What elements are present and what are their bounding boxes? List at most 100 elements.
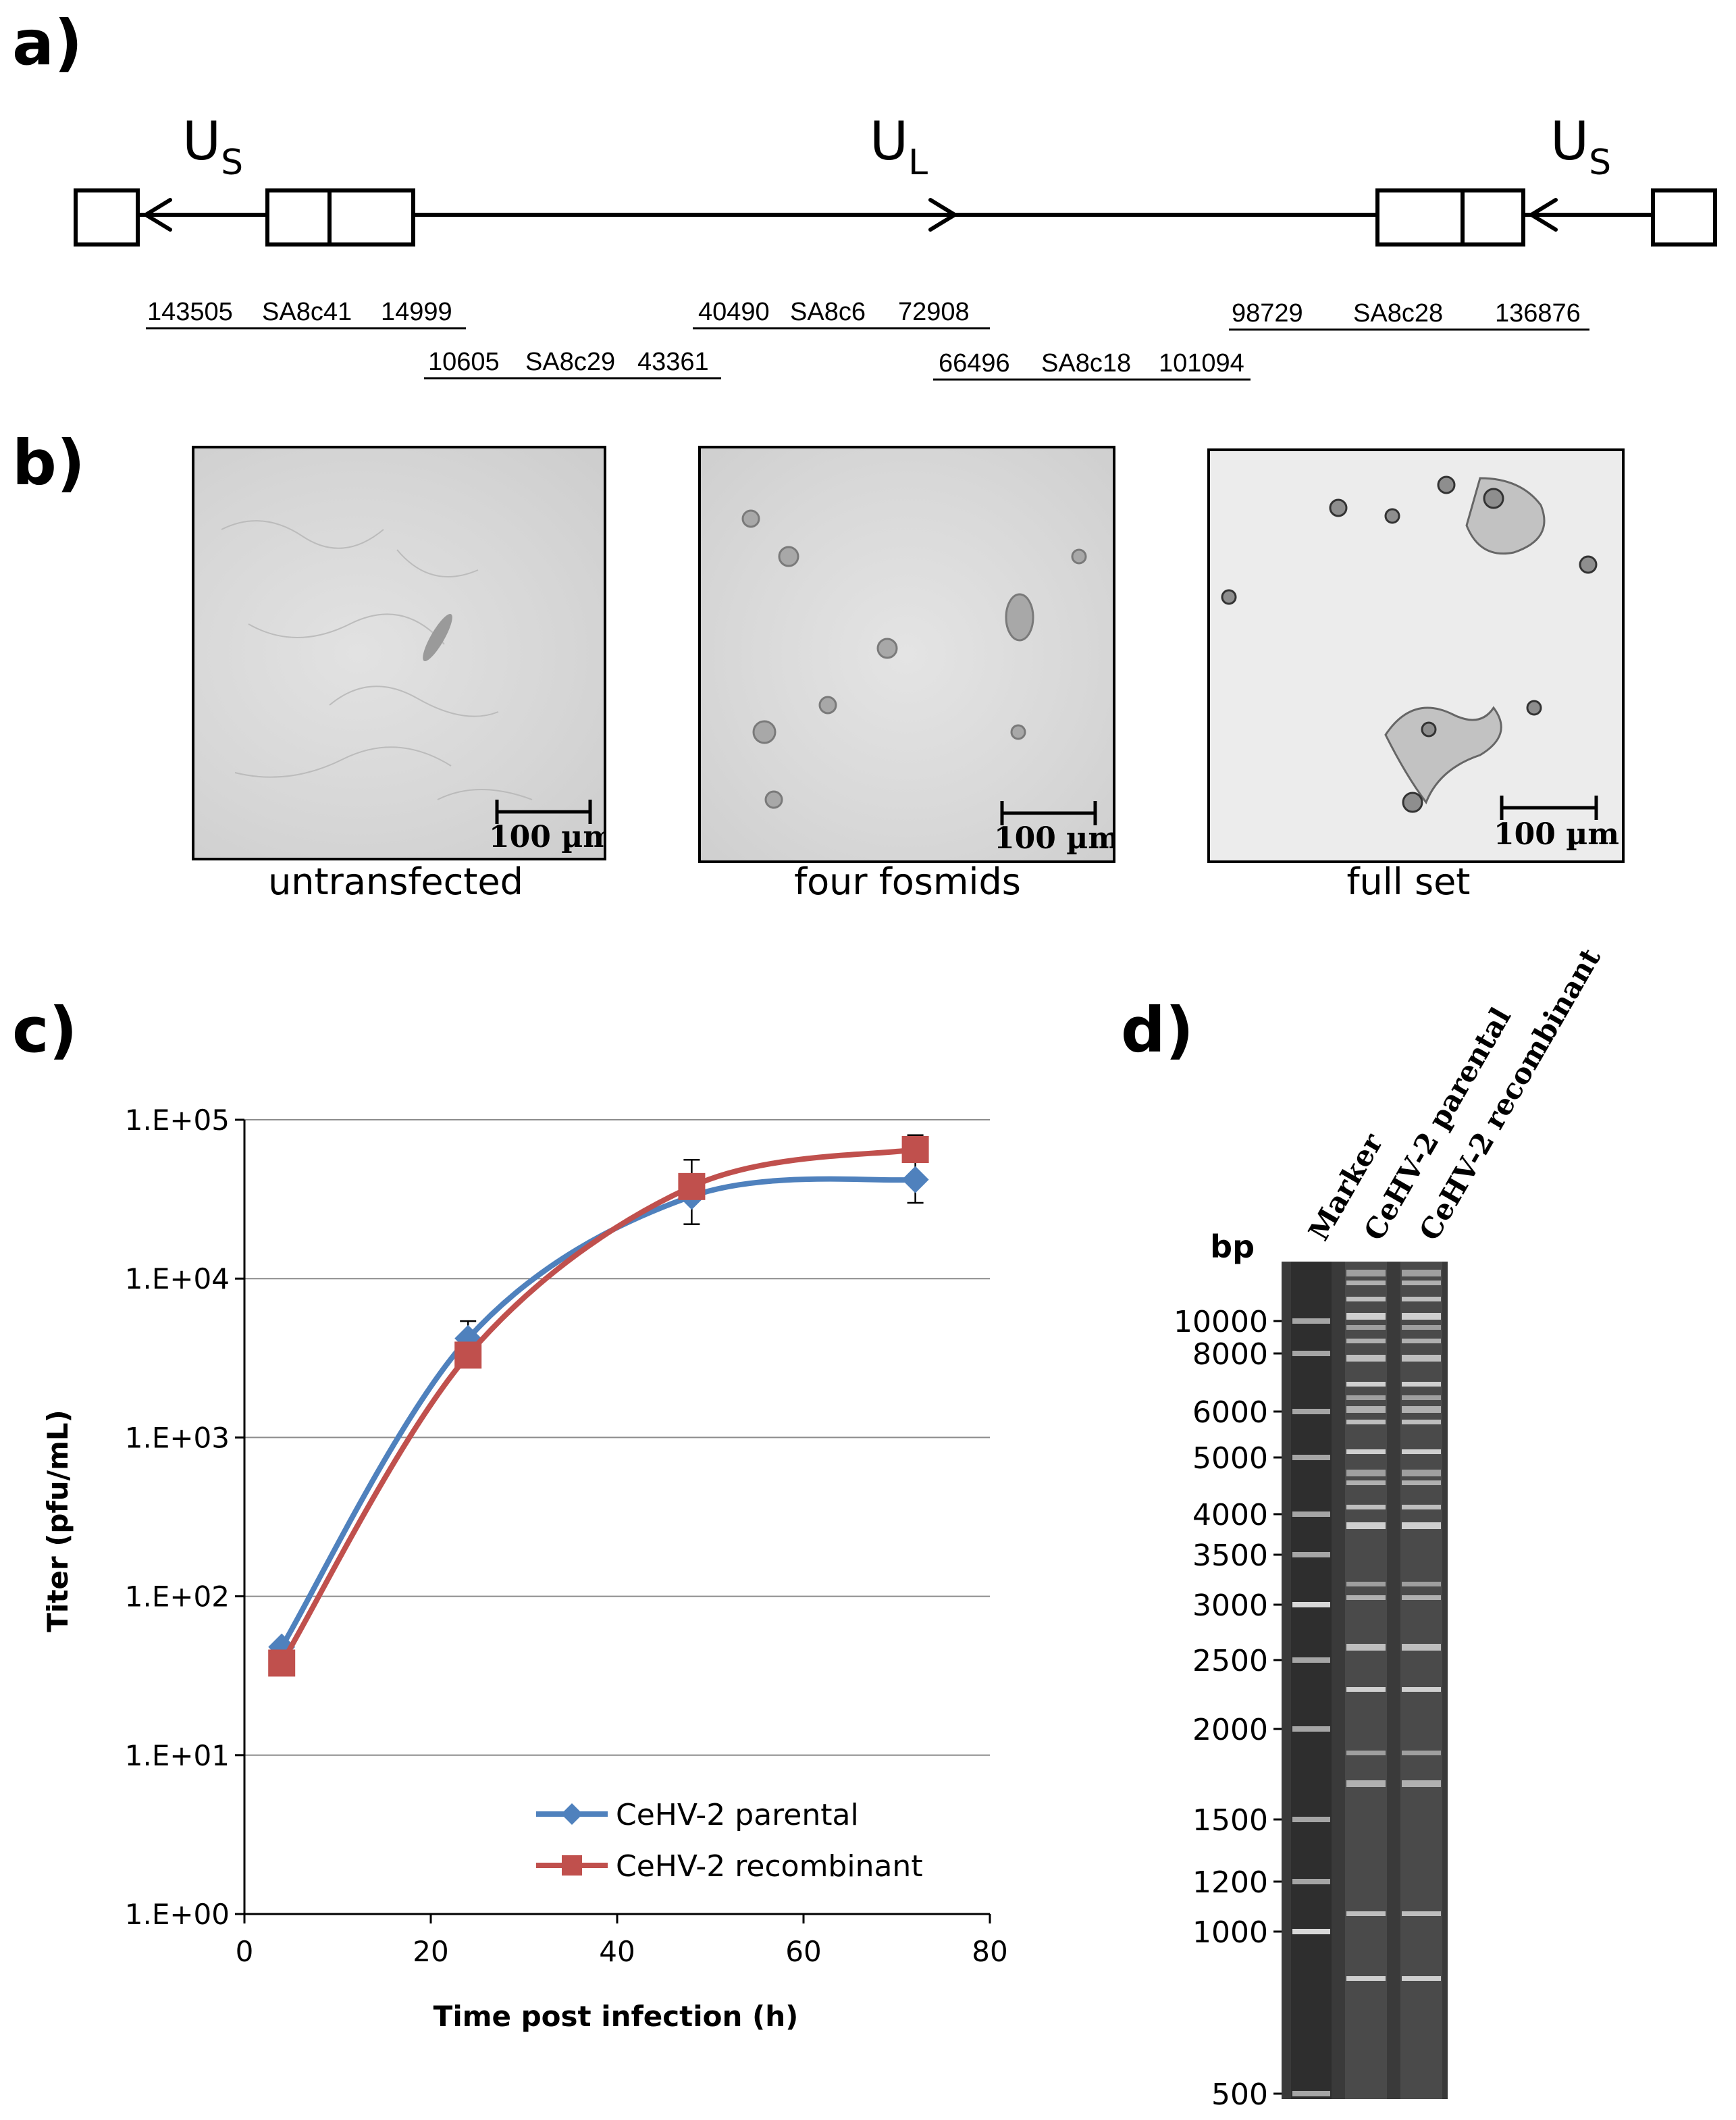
genome-map: US UL US 143505 SA8c41 14999 10605 SA8c2… [74, 111, 1717, 381]
parental-band [1346, 1595, 1386, 1600]
svg-text:100 µm: 100 µm [1494, 817, 1619, 852]
marker-band [1292, 1879, 1330, 1884]
recombinant-band [1402, 1780, 1441, 1787]
marker-band [1292, 1409, 1330, 1414]
bp-title: bp [1210, 1229, 1255, 1265]
parental-band [1346, 1355, 1386, 1362]
parental-band [1346, 1522, 1386, 1529]
data-point-recombinant [901, 1136, 929, 1164]
gel-lane-parental [1345, 1262, 1387, 2099]
recombinant-band [1402, 1325, 1441, 1330]
svg-text:143505: 143505 [147, 298, 233, 326]
y-tick-label: 1.E+00 [125, 1898, 230, 1931]
svg-text:101094: 101094 [1159, 349, 1244, 378]
repeat-box-2 [327, 188, 415, 247]
data-point-recombinant [454, 1341, 482, 1369]
scale-bar-icon: 100 µm [1494, 796, 1619, 852]
svg-text:SA8c6: SA8c6 [790, 298, 866, 326]
parental-band [1346, 1339, 1386, 1343]
micrograph-four-fosmids: 100 µm [698, 446, 1115, 863]
bp-label: 2500 [1192, 1644, 1268, 1678]
terminal-repeat-left [74, 188, 140, 247]
marker-band [1292, 1602, 1330, 1607]
bp-label: 5000 [1192, 1441, 1268, 1476]
recombinant-band [1402, 1595, 1441, 1600]
series-line-0 [279, 1176, 916, 1649]
legend-recombinant-marker-icon [562, 1855, 582, 1876]
series-line-1 [279, 1147, 916, 1665]
parental-band [1346, 1687, 1386, 1692]
parental-band [1346, 1382, 1386, 1387]
parental-band [1346, 1420, 1386, 1424]
x-tick-label: 20 [413, 1935, 448, 1968]
parental-band [1346, 1780, 1386, 1787]
parental-band [1346, 1449, 1386, 1454]
bp-label: 2000 [1192, 1713, 1268, 1747]
svg-text:66496: 66496 [939, 349, 1010, 378]
parental-band [1346, 1976, 1386, 1981]
svg-text:43361: 43361 [637, 348, 709, 376]
data-point-recombinant [678, 1172, 706, 1200]
parental-band [1346, 1505, 1386, 1509]
fosmid-sa8c29: 10605 SA8c29 43361 [424, 348, 721, 380]
recombinant-band [1402, 1281, 1441, 1285]
recombinant-band [1402, 1420, 1441, 1424]
parental-band [1346, 1406, 1386, 1413]
y-tick-label: 1.E+05 [125, 1104, 230, 1137]
parental-band [1346, 1480, 1386, 1485]
bp-label: 1000 [1192, 1915, 1268, 1950]
caption-untransfected: untransfected [268, 860, 523, 903]
data-point-recombinant [268, 1649, 296, 1677]
recombinant-band [1402, 1644, 1441, 1651]
data-point-parental [901, 1166, 929, 1193]
recombinant-band [1402, 1582, 1441, 1586]
y-tick-label: 1.E+04 [125, 1262, 230, 1295]
repeat-box-1 [265, 188, 332, 247]
full-set-cell-texture [1221, 475, 1598, 813]
x-tick-label: 40 [599, 1935, 635, 1968]
bp-label: 3000 [1192, 1588, 1268, 1623]
marker-band [1292, 1657, 1330, 1663]
micrograph-untransfected: 100 µm [192, 446, 606, 860]
fosmid-sa8c41: 143505 SA8c41 14999 [146, 298, 466, 330]
legend-parental-label: CeHV-2 parental [616, 1798, 859, 1832]
fosmid-sa8c28: 98729 SA8c28 136876 [1229, 299, 1589, 331]
us-right-arrow-icon [1527, 198, 1558, 232]
svg-text:SA8c29: SA8c29 [525, 348, 615, 376]
recombinant-band [1402, 1382, 1441, 1387]
recombinant-band [1402, 1480, 1441, 1485]
untransfected-cell-texture [221, 520, 533, 800]
scale-bar-icon: 100 µm [994, 801, 1113, 856]
panel-a-label: a) [12, 7, 83, 79]
svg-text:98729: 98729 [1232, 299, 1303, 328]
gel-lane-marker [1291, 1262, 1332, 2099]
marker-band [1292, 1351, 1330, 1356]
recombinant-band [1402, 1505, 1441, 1509]
recombinant-band [1402, 1449, 1441, 1454]
y-tick-label: 1.E+03 [125, 1421, 230, 1454]
parental-band [1346, 1395, 1386, 1400]
four-fosmids-cell-texture [741, 509, 1087, 809]
recombinant-band [1402, 1470, 1441, 1476]
x-tick-label: 80 [972, 1935, 1007, 1968]
marker-band [1292, 1318, 1330, 1324]
svg-text:100 µm: 100 µm [489, 820, 606, 854]
svg-text:10605: 10605 [428, 348, 500, 376]
svg-text:72908: 72908 [898, 298, 970, 326]
bp-label: 1200 [1192, 1865, 1268, 1900]
bp-label: 3500 [1192, 1539, 1268, 1573]
recombinant-band [1402, 1911, 1441, 1916]
panel-b-label: b) [12, 427, 85, 499]
recombinant-band [1402, 1395, 1441, 1400]
repeat-box-4 [1461, 188, 1525, 247]
recombinant-band [1402, 1270, 1441, 1276]
bp-label: 500 [1211, 2077, 1268, 2112]
bp-label: 1500 [1192, 1803, 1268, 1838]
recombinant-band [1402, 1406, 1441, 1413]
svg-text:SA8c28: SA8c28 [1353, 299, 1443, 328]
recombinant-band [1402, 1751, 1441, 1755]
bp-label: 6000 [1192, 1395, 1268, 1430]
marker-band [1292, 2091, 1330, 2096]
